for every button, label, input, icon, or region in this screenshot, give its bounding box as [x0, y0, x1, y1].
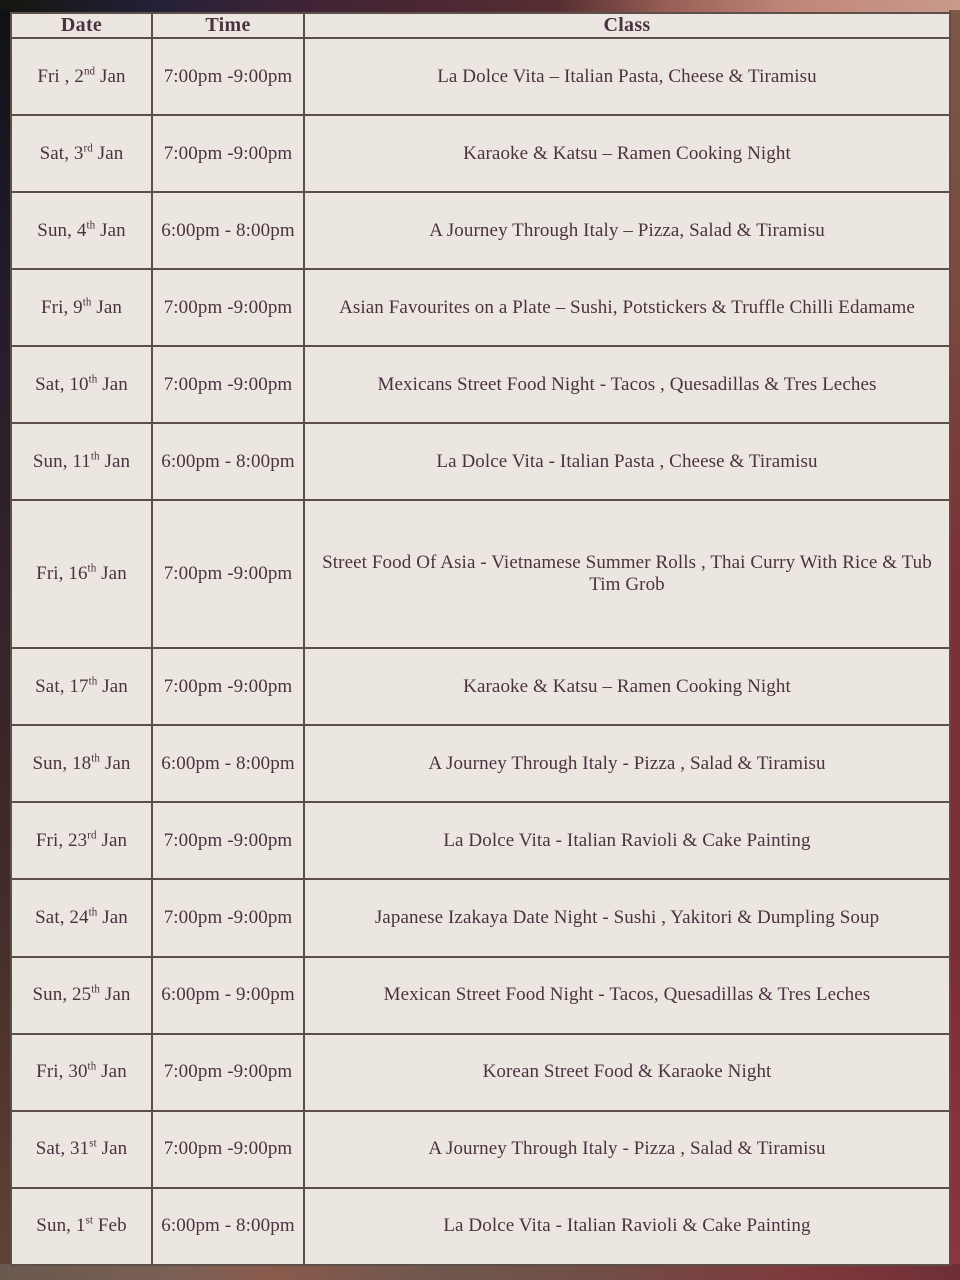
ordinal-suffix: th	[87, 1060, 97, 1073]
time-cell: 7:00pm -9:00pm	[151, 801, 305, 881]
backdrop-photo-bottom	[0, 1264, 960, 1280]
time-cell: 7:00pm -9:00pm	[151, 36, 305, 117]
ordinal-suffix: st	[89, 1137, 97, 1150]
ordinal-suffix: th	[90, 450, 100, 463]
class-cell: A Journey Through Italy - Pizza , Salad …	[303, 1109, 951, 1189]
header-row: Date Time Class	[10, 12, 951, 39]
schedule-row: Sat, 3rd Jan 7:00pm -9:00pm Karaoke & Kats…	[10, 114, 951, 194]
time-cell: 6:00pm - 8:00pm	[151, 1186, 305, 1267]
header-date: Date	[10, 12, 153, 39]
date-cell: Sun, 1st Feb	[10, 1186, 153, 1267]
ordinal-suffix: st	[85, 1215, 94, 1228]
class-cell: A Journey Through Italy – Pizza, Salad &…	[303, 191, 951, 271]
backdrop-photo-left	[0, 10, 11, 1270]
schedule-row: Sun, 18th Jan 6:00pm - 8:00pm A Journey Th…	[10, 724, 951, 804]
class-cell: A Journey Through Italy - Pizza , Salad …	[303, 724, 951, 804]
date-cell: Sat, 24th Jan	[10, 878, 153, 958]
time-cell: 7:00pm -9:00pm	[151, 1109, 305, 1189]
class-cell: Mexican Street Food Night - Tacos, Quesa…	[303, 955, 951, 1035]
schedule-row: Fri, 23rd Jan 7:00pm -9:00pm La Dolce Vita…	[10, 801, 951, 881]
header-time: Time	[151, 12, 305, 39]
date-cell: Sat, 17th Jan	[10, 647, 153, 727]
date-cell: Fri, 16th Jan	[10, 499, 153, 650]
ordinal-suffix: rd	[83, 142, 93, 155]
class-cell: Karaoke & Katsu – Ramen Cooking Night	[303, 647, 951, 727]
time-cell: 7:00pm -9:00pm	[151, 1032, 305, 1112]
class-cell: Japanese Izakaya Date Night - Sushi , Ya…	[303, 878, 951, 958]
schedule-row: Sun, 11th Jan 6:00pm - 8:00pm La Dolce Vit…	[10, 422, 951, 502]
ordinal-suffix: th	[87, 563, 97, 576]
time-cell: 6:00pm - 8:00pm	[151, 191, 305, 271]
class-cell: Mexicans Street Food Night - Tacos , Que…	[303, 345, 951, 425]
date-cell: Sun, 11th Jan	[10, 422, 153, 502]
class-cell: La Dolce Vita - Italian Ravioli & Cake P…	[303, 1186, 951, 1267]
time-cell: 7:00pm -9:00pm	[151, 114, 305, 194]
class-cell: Karaoke & Katsu – Ramen Cooking Night	[303, 114, 951, 194]
time-cell: 7:00pm -9:00pm	[151, 268, 305, 348]
class-schedule-table: Date Time Class Fri , 2nd Jan 7:00pm -9:0…	[10, 12, 951, 1267]
ordinal-suffix: th	[82, 296, 92, 309]
schedule-rows: Fri , 2nd Jan 7:00pm -9:00pm La Dolce Vita…	[10, 36, 951, 1267]
class-cell: Asian Favourites on a Plate – Sushi, Pot…	[303, 268, 951, 348]
schedule-row: Fri , 2nd Jan 7:00pm -9:00pm La Dolce Vita…	[10, 36, 951, 117]
header-class: Class	[303, 12, 951, 39]
ordinal-suffix: th	[91, 752, 101, 765]
class-cell: La Dolce Vita - Italian Ravioli & Cake P…	[303, 801, 951, 881]
class-cell: Street Food Of Asia - Vietnamese Summer …	[303, 499, 951, 650]
date-cell: Sat, 31st Jan	[10, 1109, 153, 1189]
schedule-row: Sun, 1st Feb 6:00pm - 8:00pm La Dolce Vita…	[10, 1186, 951, 1267]
time-cell: 6:00pm - 8:00pm	[151, 724, 305, 804]
ordinal-suffix: nd	[83, 65, 96, 78]
time-cell: 6:00pm - 8:00pm	[151, 422, 305, 502]
schedule-row: Fri, 16th Jan 7:00pm -9:00pm Street Food O…	[10, 499, 951, 650]
class-cell: Korean Street Food & Karaoke Night	[303, 1032, 951, 1112]
date-cell: Fri, 23rd Jan	[10, 801, 153, 881]
time-cell: 6:00pm - 9:00pm	[151, 955, 305, 1035]
date-cell: Sat, 10th Jan	[10, 345, 153, 425]
schedule-row: Sat, 17th Jan 7:00pm -9:00pm Karaoke & Kat…	[10, 647, 951, 727]
class-cell: La Dolce Vita - Italian Pasta , Cheese &…	[303, 422, 951, 502]
schedule-row: Sat, 24th Jan 7:00pm -9:00pm Japanese Izak…	[10, 878, 951, 958]
date-cell: Sun, 25th Jan	[10, 955, 153, 1035]
date-cell: Fri, 9th Jan	[10, 268, 153, 348]
time-cell: 7:00pm -9:00pm	[151, 647, 305, 727]
schedule-row: Sun, 4th Jan 6:00pm - 8:00pm A Journey Thr…	[10, 191, 951, 271]
time-cell: 7:00pm -9:00pm	[151, 345, 305, 425]
ordinal-suffix: th	[88, 675, 98, 688]
time-cell: 7:00pm -9:00pm	[151, 499, 305, 650]
date-cell: Sun, 18th Jan	[10, 724, 153, 804]
date-cell: Sun, 4th Jan	[10, 191, 153, 271]
ordinal-suffix: th	[91, 983, 101, 996]
ordinal-suffix: th	[86, 219, 96, 232]
ordinal-suffix: th	[88, 906, 98, 919]
class-cell: La Dolce Vita – Italian Pasta, Cheese & …	[303, 36, 951, 117]
schedule-row: Sat, 10th Jan 7:00pm -9:00pm Mexicans Stre…	[10, 345, 951, 425]
time-cell: 7:00pm -9:00pm	[151, 878, 305, 958]
backdrop-photo-top	[0, 0, 960, 14]
date-cell: Fri , 2nd Jan	[10, 36, 153, 117]
ordinal-suffix: rd	[87, 829, 97, 842]
date-cell: Fri, 30th Jan	[10, 1032, 153, 1112]
schedule-row: Fri, 30th Jan 7:00pm -9:00pm Korean Street…	[10, 1032, 951, 1112]
ordinal-suffix: th	[88, 373, 98, 386]
backdrop-photo-right	[949, 10, 960, 1270]
schedule-row: Sat, 31st Jan 7:00pm -9:00pm A Journey Thr…	[10, 1109, 951, 1189]
schedule-row: Sun, 25th Jan 6:00pm - 9:00pm Mexican Stre…	[10, 955, 951, 1035]
schedule-row: Fri, 9th Jan 7:00pm -9:00pm Asian Favourit…	[10, 268, 951, 348]
date-cell: Sat, 3rd Jan	[10, 114, 153, 194]
